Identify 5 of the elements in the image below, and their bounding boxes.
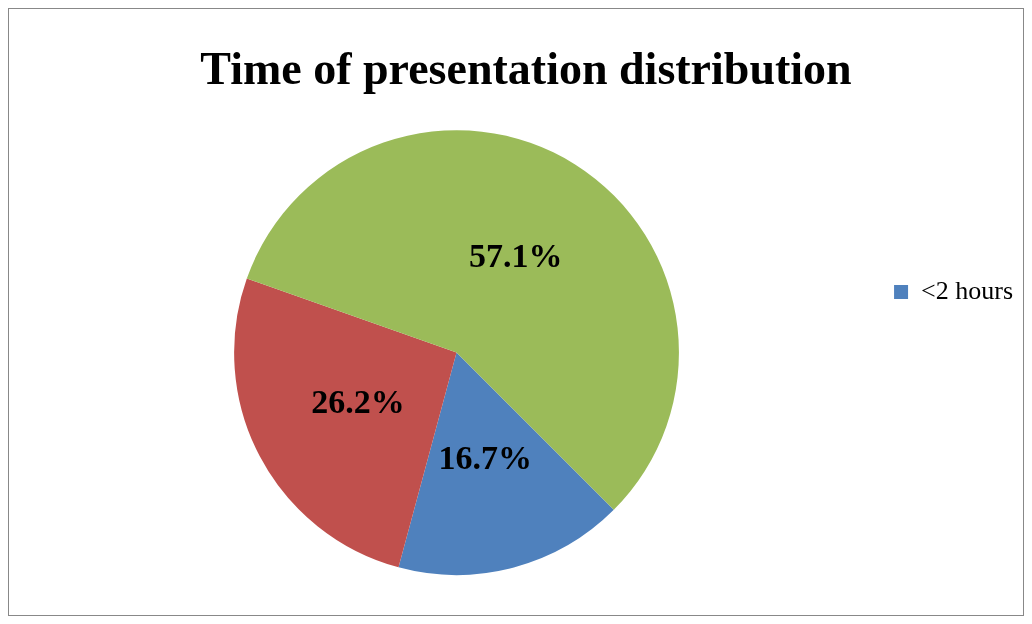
data-label: 16.7% bbox=[438, 438, 532, 476]
data-label: 26.2% bbox=[311, 383, 405, 421]
legend-label: <2 hours bbox=[921, 275, 1014, 305]
chart-title: Time of presentation distribution bbox=[200, 43, 852, 95]
data-label: 57.1% bbox=[469, 237, 563, 275]
